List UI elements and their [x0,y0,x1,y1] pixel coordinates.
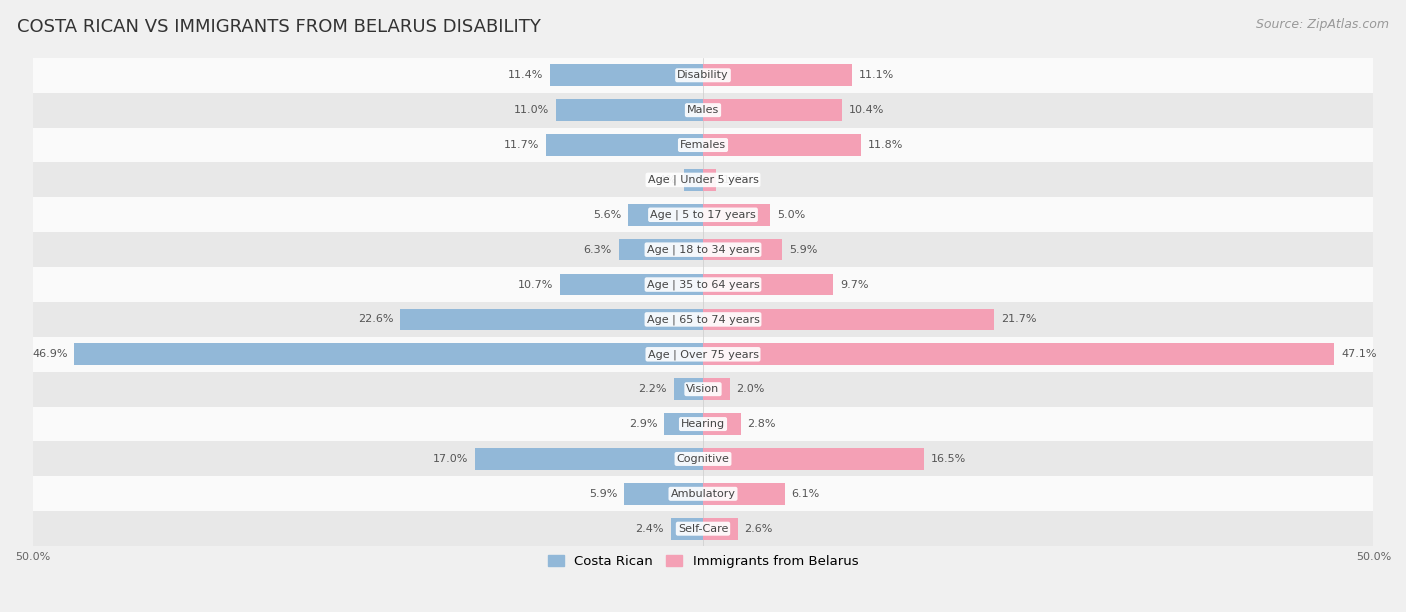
Bar [32,476,1374,511]
Bar [32,511,1374,546]
Bar [703,134,862,156]
Text: Age | Under 5 years: Age | Under 5 years [648,174,758,185]
Bar [703,518,738,540]
Text: Age | 65 to 74 years: Age | 65 to 74 years [647,314,759,325]
Text: Ambulatory: Ambulatory [671,489,735,499]
Text: 46.9%: 46.9% [32,349,67,359]
Text: Age | 35 to 64 years: Age | 35 to 64 years [647,279,759,290]
Bar [475,448,703,470]
Text: 11.4%: 11.4% [508,70,544,80]
Bar [703,274,832,296]
Text: 11.7%: 11.7% [505,140,540,150]
Text: Cognitive: Cognitive [676,454,730,464]
Bar [664,413,703,435]
Text: Age | 18 to 34 years: Age | 18 to 34 years [647,244,759,255]
Text: 5.9%: 5.9% [589,489,617,499]
Text: 5.9%: 5.9% [789,245,817,255]
Bar [32,371,1374,406]
Bar [32,406,1374,441]
Bar [703,483,785,505]
Bar [619,239,703,261]
Bar [32,337,1374,371]
Bar [703,413,741,435]
Bar [703,343,1334,365]
Text: 2.9%: 2.9% [628,419,658,429]
Text: 2.8%: 2.8% [747,419,776,429]
Text: Females: Females [681,140,725,150]
Text: 21.7%: 21.7% [1001,315,1036,324]
Bar [703,99,842,121]
Text: 10.4%: 10.4% [849,105,884,115]
Bar [703,169,717,191]
Bar [32,441,1374,476]
Bar [673,378,703,400]
Text: 2.6%: 2.6% [745,524,773,534]
Bar [685,169,703,191]
Bar [624,483,703,505]
Bar [555,99,703,121]
Text: 47.1%: 47.1% [1341,349,1376,359]
Text: Self-Care: Self-Care [678,524,728,534]
Text: COSTA RICAN VS IMMIGRANTS FROM BELARUS DISABILITY: COSTA RICAN VS IMMIGRANTS FROM BELARUS D… [17,18,541,36]
Text: 5.6%: 5.6% [593,210,621,220]
Bar [703,378,730,400]
Bar [32,267,1374,302]
Text: 11.8%: 11.8% [868,140,903,150]
Text: Males: Males [688,105,718,115]
Text: 16.5%: 16.5% [931,454,966,464]
Bar [703,239,782,261]
Bar [32,127,1374,162]
Bar [550,64,703,86]
Text: 2.2%: 2.2% [638,384,666,394]
Legend: Costa Rican, Immigrants from Belarus: Costa Rican, Immigrants from Belarus [543,550,863,573]
Bar [671,518,703,540]
Bar [32,162,1374,197]
Text: 22.6%: 22.6% [357,315,394,324]
Bar [32,58,1374,92]
Bar [32,232,1374,267]
Bar [75,343,703,365]
Text: 6.3%: 6.3% [583,245,612,255]
Bar [546,134,703,156]
Bar [703,64,852,86]
Text: 1.4%: 1.4% [650,175,678,185]
Text: Age | 5 to 17 years: Age | 5 to 17 years [650,209,756,220]
Text: 2.4%: 2.4% [636,524,664,534]
Text: Hearing: Hearing [681,419,725,429]
Text: 17.0%: 17.0% [433,454,468,464]
Text: 6.1%: 6.1% [792,489,820,499]
Text: 11.0%: 11.0% [513,105,548,115]
Bar [399,308,703,330]
Bar [32,92,1374,127]
Text: 9.7%: 9.7% [839,280,869,289]
Bar [560,274,703,296]
Bar [628,204,703,226]
Bar [703,204,770,226]
Text: 2.0%: 2.0% [737,384,765,394]
Bar [703,308,994,330]
Bar [32,197,1374,232]
Text: Disability: Disability [678,70,728,80]
Text: Vision: Vision [686,384,720,394]
Bar [32,302,1374,337]
Text: 10.7%: 10.7% [517,280,553,289]
Text: 11.1%: 11.1% [859,70,894,80]
Text: Age | Over 75 years: Age | Over 75 years [648,349,758,360]
Text: 5.0%: 5.0% [776,210,806,220]
Text: 1.0%: 1.0% [723,175,751,185]
Bar [703,448,924,470]
Text: Source: ZipAtlas.com: Source: ZipAtlas.com [1256,18,1389,31]
